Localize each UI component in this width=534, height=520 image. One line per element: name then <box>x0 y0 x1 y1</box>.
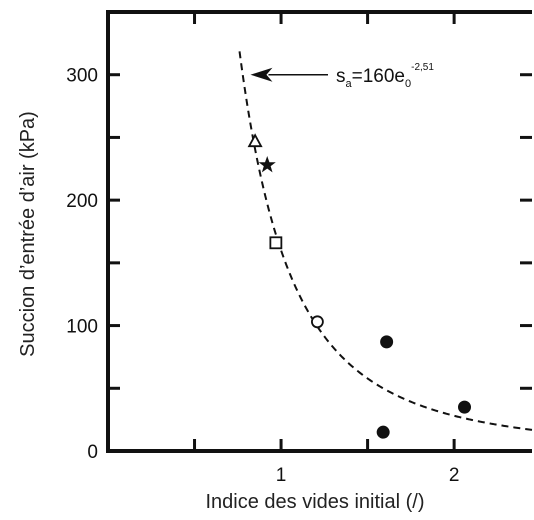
y-tick-label: 300 <box>66 66 98 87</box>
fit-curve <box>238 51 533 431</box>
y-tick-label: 100 <box>66 317 98 338</box>
y-axis-title: Succion d’entrée d’air (kPa) <box>17 111 39 357</box>
data-point-filled-circle <box>376 425 390 439</box>
ticks-layer: 0 100 200 300 1 2 <box>66 12 532 486</box>
fit-formula-label: sa=160e0-2,51 <box>336 62 434 90</box>
data-point-open-circle <box>311 315 324 329</box>
data-point-filled-circle <box>458 400 472 414</box>
x-tick-label: 2 <box>449 465 460 486</box>
data-point-star <box>258 155 276 173</box>
annotation-arrowhead <box>250 67 273 82</box>
x-tick-label: 1 <box>276 465 287 486</box>
data-point-filled-circle <box>380 335 394 349</box>
fit-annotation: sa=160e0-2,51 <box>250 62 434 90</box>
data-point-square <box>269 236 283 250</box>
y-tick-label: 0 <box>87 442 98 463</box>
fit-curve-layer <box>238 51 533 431</box>
axes-frame <box>106 10 532 453</box>
data-point-triangle <box>247 133 263 148</box>
y-tick-label: 200 <box>66 191 98 212</box>
data-points-layer <box>247 133 472 439</box>
x-axis-title: Indice des vides initial (/) <box>206 491 425 513</box>
plot-frame <box>106 10 532 453</box>
